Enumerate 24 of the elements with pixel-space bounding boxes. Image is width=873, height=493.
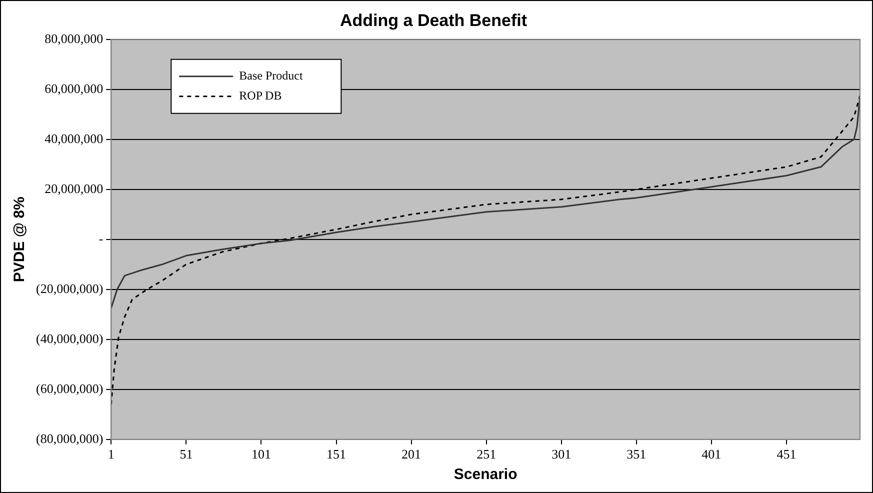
- x-tick-label: 201: [402, 446, 422, 462]
- x-tick-label: 51: [180, 446, 193, 462]
- x-tick-label: 1: [108, 446, 114, 462]
- chart-title: Adding a Death Benefit: [340, 10, 528, 30]
- y-tick-label: (60,000,000): [36, 380, 104, 396]
- legend-label: Base Product: [239, 68, 304, 83]
- y-tick-label: -: [98, 230, 104, 246]
- x-axis-title: Scenario: [454, 466, 518, 484]
- y-tick-label: (20,000,000): [36, 280, 104, 296]
- x-tick-label: 451: [776, 446, 796, 462]
- x-tick-label: 101: [251, 446, 271, 462]
- y-tick-label: 60,000,000: [44, 80, 104, 96]
- x-tick-label: 151: [326, 446, 346, 462]
- y-tick-label: 20,000,000: [44, 180, 104, 196]
- x-tick-label: 351: [626, 446, 646, 462]
- legend-label: ROP DB: [239, 88, 282, 103]
- x-tick-label: 301: [552, 446, 572, 462]
- y-tick-label: 40,000,000: [44, 130, 104, 146]
- y-tick-label: (40,000,000): [36, 330, 104, 346]
- y-axis-title: PVDE @ 8%: [11, 196, 28, 282]
- y-tick-label: (80,000,000): [36, 430, 104, 446]
- y-tick-label: 80,000,000: [44, 30, 104, 46]
- x-tick-label: 401: [702, 446, 722, 462]
- x-tick-label: 251: [476, 446, 496, 462]
